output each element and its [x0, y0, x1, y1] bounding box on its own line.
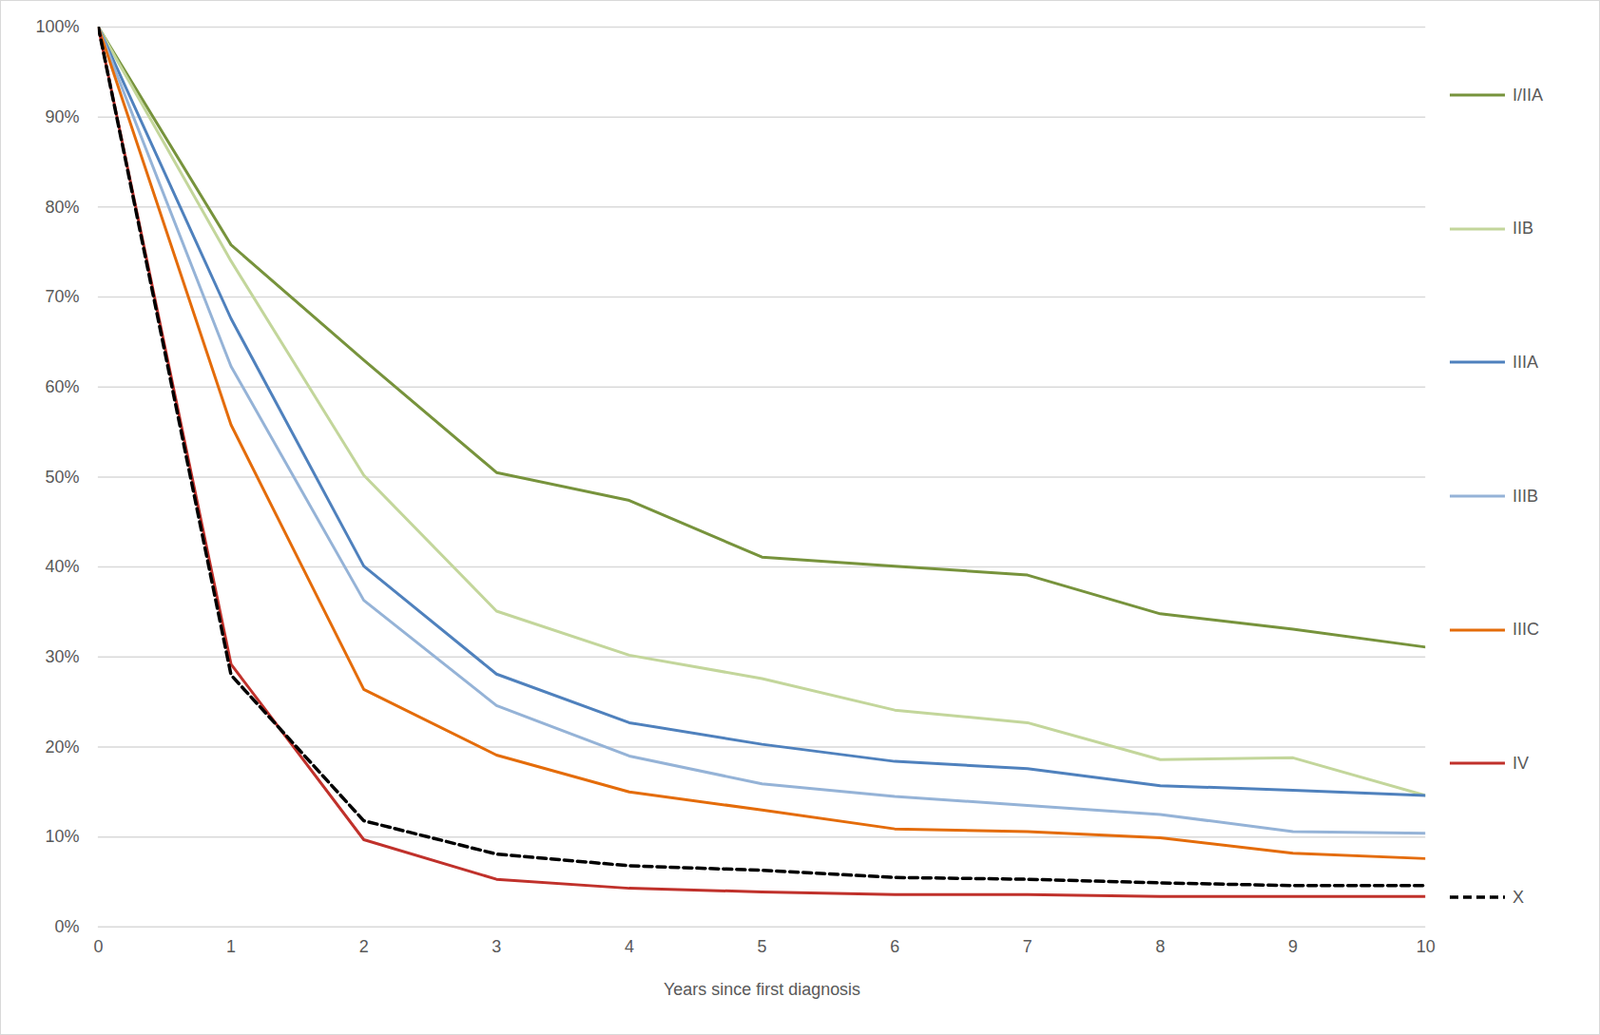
svg-text:5: 5: [757, 937, 768, 957]
svg-text:9: 9: [1288, 937, 1298, 957]
html-text:I/IIA: I/IIA: [1512, 85, 1543, 105]
svg-text:70%: 70%: [44, 287, 79, 307]
html-text:IV: IV: [1512, 753, 1529, 773]
svg-text:0%: 0%: [54, 917, 79, 937]
svg-text:7: 7: [1022, 937, 1033, 957]
svg-text:1: 1: [226, 937, 236, 957]
html-text:IIIB: IIIB: [1512, 486, 1539, 506]
svg-text:3: 3: [491, 937, 502, 957]
svg-text:100%: 100%: [35, 17, 79, 37]
svg-text:4: 4: [624, 937, 635, 957]
svg-text:10%: 10%: [44, 827, 79, 847]
svg-text:6: 6: [889, 937, 900, 957]
svg-text:60%: 60%: [44, 377, 79, 397]
svg-text:8: 8: [1155, 937, 1165, 957]
svg-text:20%: 20%: [44, 737, 79, 757]
svg-text:0: 0: [93, 937, 103, 957]
svg-text:50%: 50%: [44, 467, 79, 487]
svg-text:10: 10: [1416, 937, 1436, 957]
svg-text:2: 2: [359, 937, 369, 957]
svg-text:30%: 30%: [44, 647, 79, 667]
svg-text:40%: 40%: [44, 557, 79, 577]
svg-text:80%: 80%: [44, 197, 79, 217]
svg-text:Years since first diagnosis: Years since first diagnosis: [663, 980, 861, 1000]
html-text:X: X: [1512, 887, 1524, 907]
html-text:IIIC: IIIC: [1512, 620, 1540, 640]
html-text:IIB: IIB: [1512, 218, 1534, 238]
svg-text:90%: 90%: [44, 107, 79, 127]
html-text:IIIA: IIIA: [1512, 352, 1539, 372]
